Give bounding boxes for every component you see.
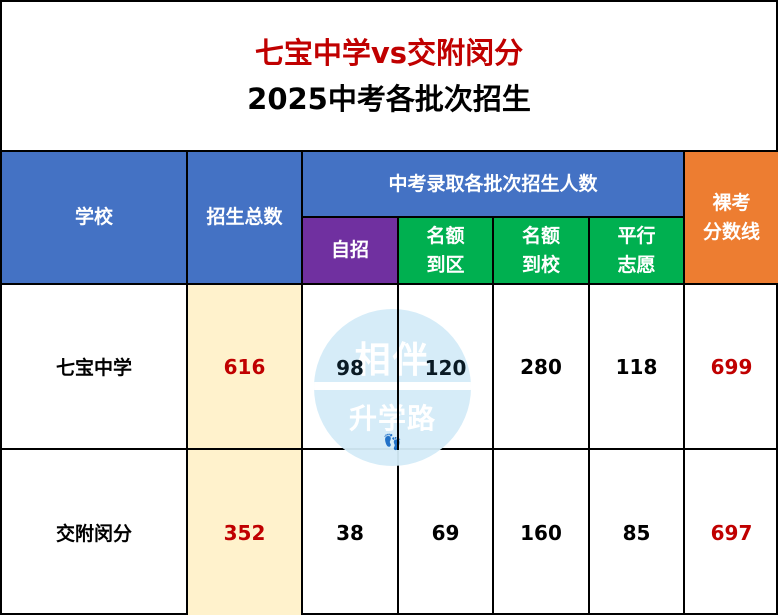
table-row-2-zizhao: 38 — [303, 450, 399, 615]
header-daoqu: 名额 到区 — [399, 218, 494, 285]
header-school: 学校 — [2, 152, 188, 285]
daoqu-value: 69 — [431, 520, 460, 545]
header-score-label: 裸考 分数线 — [703, 189, 760, 247]
total-value: 352 — [223, 520, 266, 545]
header-daoxiao: 名额 到校 — [494, 218, 590, 285]
table-row-1-zizhao-value: 98 — [303, 285, 397, 450]
header-batch-group-label: 中考录取各批次招生人数 — [388, 172, 598, 195]
page-title: 七宝中学vs交附闵分 — [254, 36, 524, 70]
daoxiao-value: 280 — [520, 354, 562, 379]
header-pingxing: 平行 志愿 — [590, 218, 685, 285]
header-daoqu-line2: 到区 — [426, 253, 465, 276]
header-daoxiao-line1: 名额 — [521, 224, 560, 247]
divider — [2, 150, 776, 152]
page-subtitle: 2025中考各批次招生 — [247, 82, 531, 116]
table-row-2-pingxing: 85 — [590, 450, 685, 615]
header-total: 招生总数 — [188, 152, 303, 285]
table-row-1-score: 699 — [685, 285, 778, 450]
score-value: 699 — [710, 354, 753, 379]
table-row-2-total: 352 — [188, 450, 303, 615]
header-daoqu-line1: 名额 — [426, 224, 465, 247]
table-row-2-daoqu: 69 — [399, 450, 494, 615]
table-row-1-daoqu-value: 120 — [399, 285, 492, 450]
pingxing-value: 85 — [622, 520, 651, 545]
header-zizhao: 自招 — [303, 218, 399, 285]
header-daoxiao-label: 名额 到校 — [522, 222, 560, 280]
score-value: 697 — [710, 520, 753, 545]
table-row-1-daoxiao: 280 — [494, 285, 590, 450]
header-batch-group: 中考录取各批次招生人数 — [303, 152, 685, 218]
header-pingxing-line1: 平行 — [617, 224, 656, 247]
table-row-2-daoxiao: 160 — [494, 450, 590, 615]
header-score: 裸考 分数线 — [685, 152, 778, 285]
header-pingxing-line2: 志愿 — [617, 253, 656, 276]
header-score-line2: 分数线 — [702, 220, 760, 243]
table-row-2-score: 697 — [685, 450, 778, 615]
daoxiao-value: 160 — [520, 520, 562, 545]
total-value: 616 — [223, 354, 266, 379]
table-row-1-pingxing: 118 — [590, 285, 685, 450]
pingxing-value: 118 — [615, 354, 658, 379]
school-name: 七宝中学 — [55, 357, 132, 379]
table-row-1-school: 七宝中学 — [2, 285, 188, 450]
header-daoqu-label: 名额 到区 — [426, 222, 464, 280]
school-name: 交附闵分 — [55, 523, 132, 545]
zizhao-value: 38 — [336, 520, 364, 545]
table-row-1-total: 616 — [188, 285, 303, 450]
table-row-2-school: 交附闵分 — [2, 450, 188, 615]
header-zizhao-label: 自招 — [330, 239, 369, 261]
header-daoxiao-line2: 到校 — [521, 253, 560, 276]
header-pingxing-label: 平行 志愿 — [617, 222, 655, 280]
title-area: 七宝中学vs交附闵分 2025中考各批次招生 — [2, 2, 776, 150]
zizhao-value: 98 — [336, 355, 364, 380]
header-school-label: 学校 — [74, 206, 113, 228]
header-total-label: 招生总数 — [206, 206, 283, 228]
header-score-line1: 裸考 — [712, 191, 751, 214]
daoqu-value: 120 — [424, 355, 467, 380]
